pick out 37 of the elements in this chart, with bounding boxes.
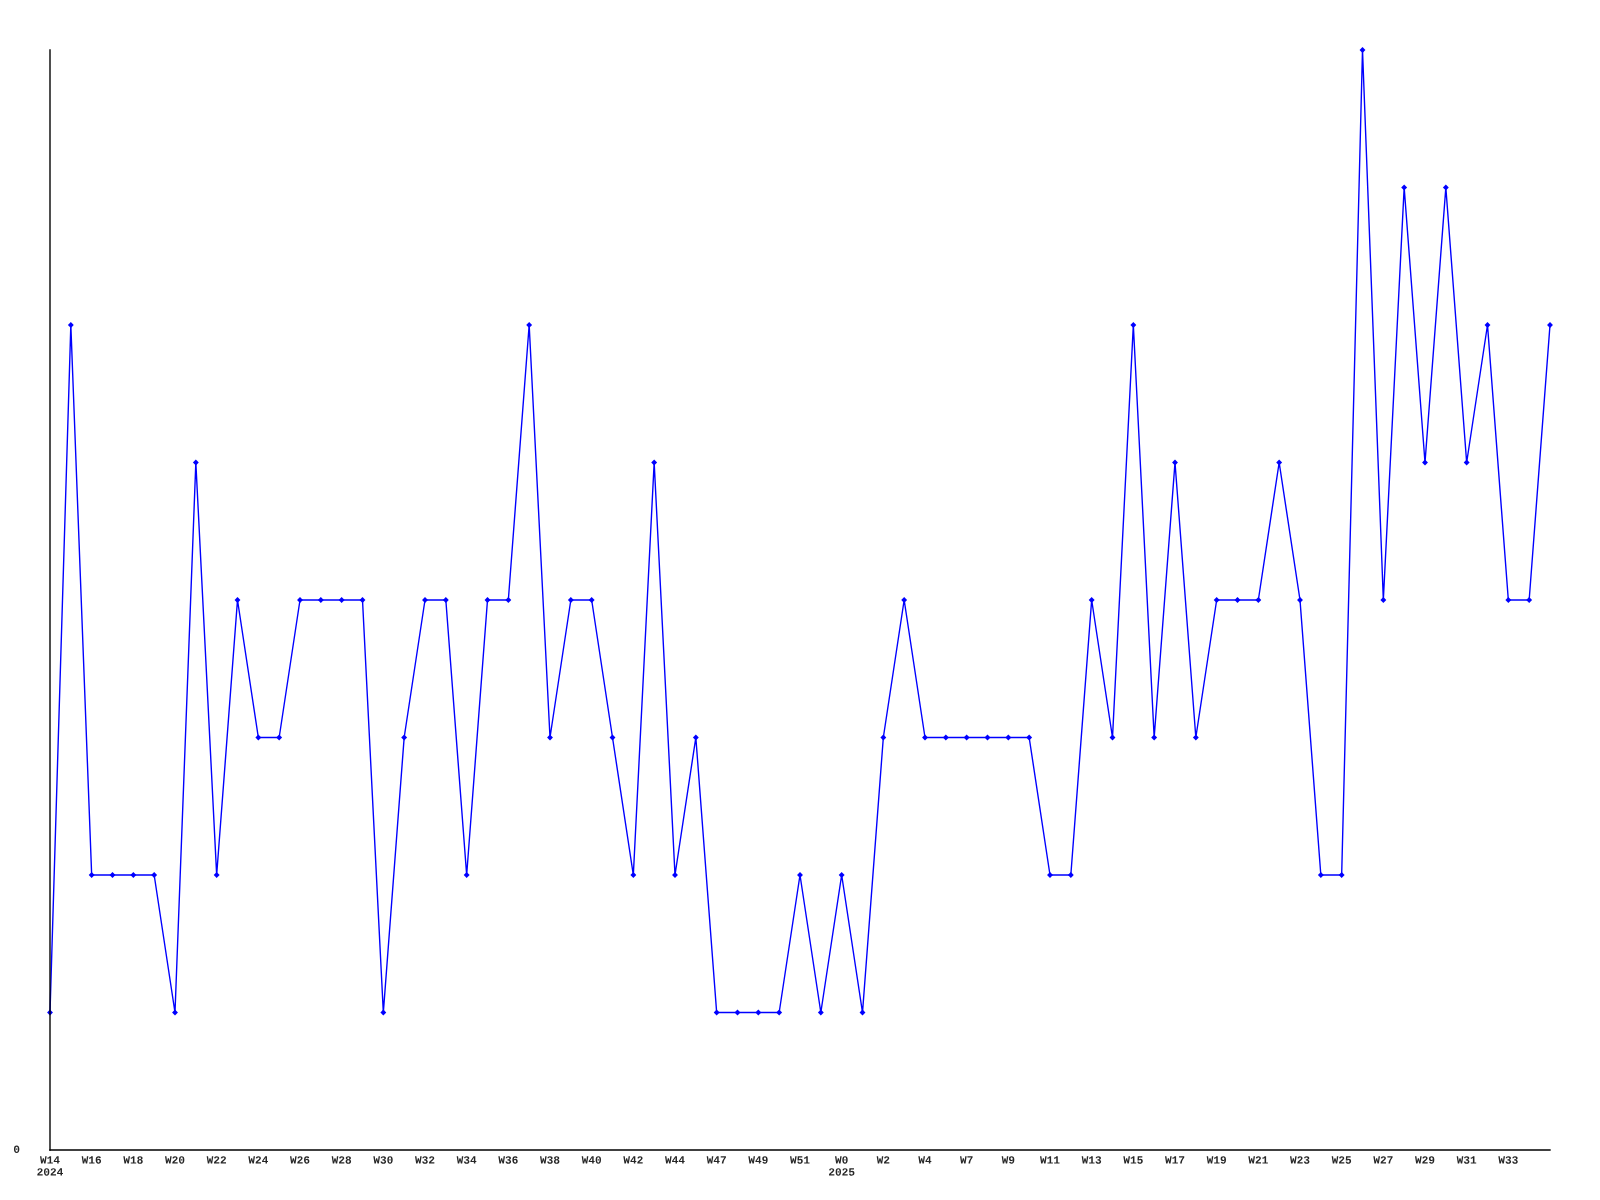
x-tick-label: W14 2024: [37, 1156, 63, 1176]
x-tick-label: W22: [206, 1156, 227, 1164]
x-tick-label: W33: [1498, 1156, 1518, 1164]
x-tick-label: W15: [1123, 1156, 1143, 1164]
x-tick-label: W13: [1081, 1156, 1102, 1164]
x-tick-label: W38: [540, 1156, 560, 1164]
x-tick-label: W4: [918, 1156, 932, 1164]
x-tick-label: W34: [456, 1156, 477, 1164]
x-tick-label: W32: [415, 1156, 435, 1164]
x-tick-label: W47: [706, 1156, 726, 1164]
x-tick-label: W36: [498, 1156, 518, 1164]
x-tick-label: W16: [81, 1156, 102, 1164]
x-tick-label: W19: [1206, 1156, 1226, 1164]
text: 0: [13, 1145, 20, 1153]
x-tick-label: W42: [623, 1156, 643, 1164]
x-tick-label: W2: [876, 1156, 890, 1164]
x-tick-label: W23: [1290, 1156, 1310, 1164]
x-tick-label: W0 2025: [829, 1156, 855, 1176]
x-tick-label: W30: [373, 1156, 393, 1164]
x-tick-label: W24: [248, 1156, 268, 1164]
x-tick-label: W29: [1415, 1156, 1435, 1164]
x-tick-label: W17: [1165, 1156, 1185, 1164]
x-tick-label: W21: [1248, 1156, 1268, 1164]
x-tick-label: W31: [1456, 1156, 1477, 1164]
x-tick-label: W44: [665, 1156, 685, 1164]
x-tick-label: W28: [331, 1156, 352, 1164]
x-tick-label: W11: [1040, 1156, 1060, 1164]
x-tick-label: W18: [123, 1156, 143, 1164]
x-tick-label: W49: [748, 1156, 768, 1164]
x-tick-label: W51: [790, 1156, 810, 1164]
x-tick-label: W7: [960, 1156, 973, 1164]
x-tick-label: W25: [1331, 1156, 1352, 1164]
x-tick-label: W26: [290, 1156, 310, 1164]
x-tick-label: W27: [1373, 1156, 1393, 1164]
x-tick-label: W40: [581, 1156, 602, 1164]
x-tick-label: W20: [165, 1156, 185, 1164]
x-tick-label: W9: [1001, 1156, 1015, 1164]
